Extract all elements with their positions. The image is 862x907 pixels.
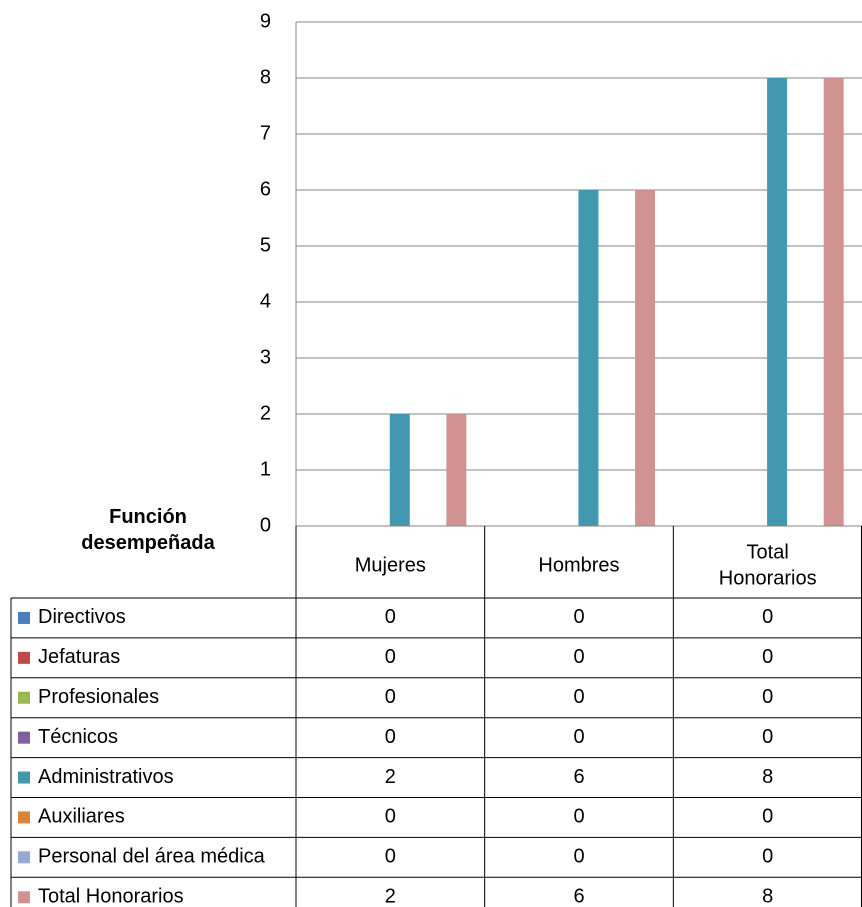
y-tick-label: 9 (260, 10, 271, 32)
legend-swatch (18, 811, 30, 824)
table-cell-value: 0 (385, 686, 396, 708)
y-tick-label: 8 (260, 66, 271, 88)
y-tick-label: 0 (260, 514, 271, 536)
table-cell-value: 0 (762, 846, 773, 868)
table-cell-value: 6 (573, 886, 584, 907)
table-cell-value: 0 (762, 686, 773, 708)
x-category-label: Mujeres (355, 554, 426, 576)
table-cell-value: 0 (573, 646, 584, 668)
bar (635, 190, 656, 526)
table-cell-value: 0 (385, 606, 396, 628)
data-table: Función desempeñada Mujeres Hombres Total Hon… (10, 506, 862, 907)
x-category-label: Total (747, 541, 789, 563)
bar (767, 78, 788, 526)
legend-label: Jefaturas (38, 646, 120, 668)
y-tick-label: 4 (260, 290, 271, 312)
table-header-title: Función (109, 506, 187, 528)
legend-swatch (18, 691, 30, 704)
table-cell-value: 0 (573, 726, 584, 748)
table-cell-value: 0 (573, 846, 584, 868)
legend-label: Total Honorarios (38, 886, 184, 907)
table-cell-value: 0 (573, 606, 584, 628)
legend-swatch (18, 851, 30, 864)
legend-label: Personal del área médica (38, 846, 266, 868)
legend-swatch (18, 771, 30, 784)
y-tick-label: 3 (260, 346, 271, 368)
legend-swatch (18, 891, 30, 904)
bar (389, 414, 410, 526)
x-category-label: Honorarios (719, 567, 817, 589)
legend-label: Profesionales (38, 686, 159, 708)
table-cell-value: 6 (573, 766, 584, 788)
y-tick-label: 7 (260, 122, 271, 144)
bar (823, 78, 844, 526)
y-axis: 0 1 2 3 4 5 6 7 8 9 (260, 10, 862, 536)
table-cell-value: 0 (385, 646, 396, 668)
table-cell-value: 0 (573, 806, 584, 828)
x-category-label: Hombres (538, 554, 619, 576)
table-header-title: desempeñada (81, 532, 215, 554)
table-cell-value: 0 (573, 686, 584, 708)
y-tick-label: 5 (260, 234, 271, 256)
legend-swatch (18, 731, 30, 744)
bar (578, 190, 599, 526)
y-tick-label: 2 (260, 402, 271, 424)
table-cell-value: 0 (385, 726, 396, 748)
y-tick-label: 6 (260, 178, 271, 200)
bar (446, 414, 467, 526)
legend-swatch (18, 651, 30, 664)
table-cell-value: 8 (762, 886, 773, 907)
table-cell-value: 0 (385, 846, 396, 868)
table-cell-value: 0 (762, 806, 773, 828)
table-cell-value: 2 (385, 766, 396, 788)
table-cell-value: 0 (385, 806, 396, 828)
legend-label: Técnicos (38, 726, 118, 748)
table-cell-value: 0 (762, 606, 773, 628)
table-cell-value: 0 (762, 726, 773, 748)
legend-label: Directivos (38, 606, 126, 628)
legend-label: Auxiliares (38, 806, 125, 828)
bars (389, 78, 844, 526)
legend-swatch (18, 611, 30, 624)
legend-label: Administrativos (38, 766, 174, 788)
table-cell-value: 8 (762, 766, 773, 788)
table-cell-value: 0 (762, 646, 773, 668)
y-tick-label: 1 (260, 458, 271, 480)
table-cell-value: 2 (385, 886, 396, 907)
